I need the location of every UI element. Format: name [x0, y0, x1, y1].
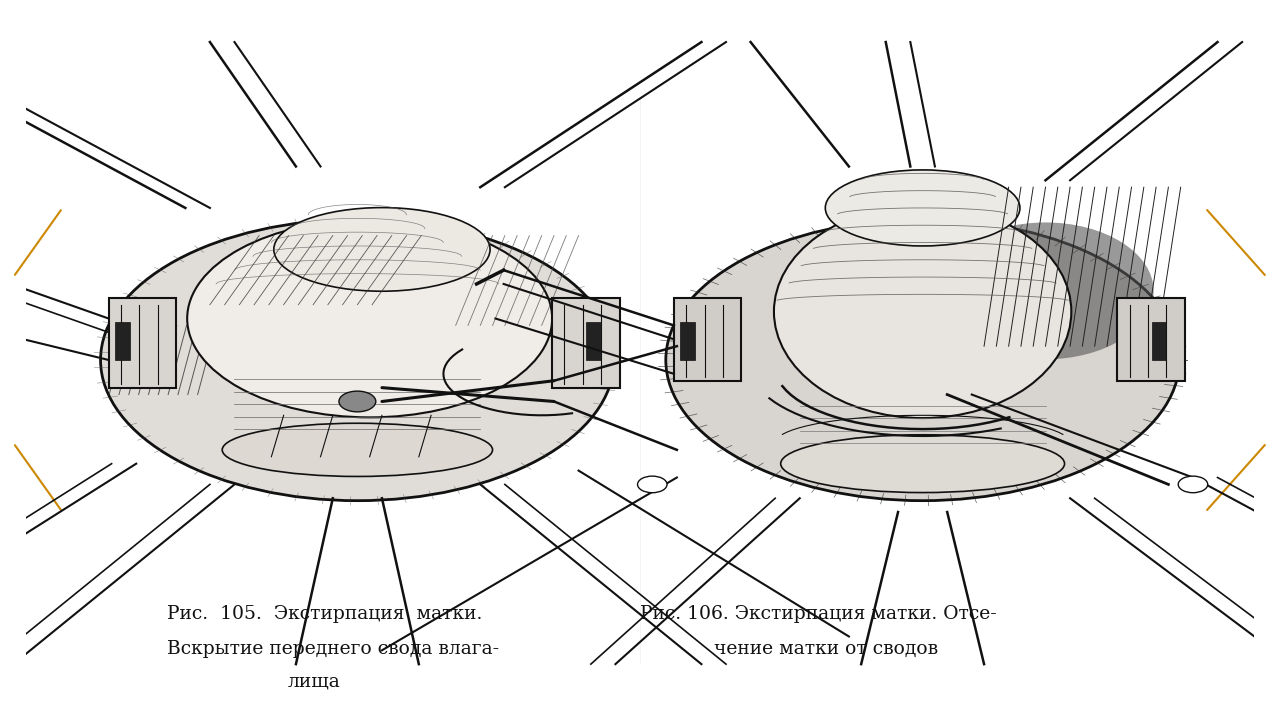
Text: чение матки от сводов: чение матки от сводов — [714, 640, 938, 658]
Bar — [1117, 298, 1185, 381]
Ellipse shape — [223, 423, 493, 477]
Text: Вскрытие переднего свода влага-: Вскрытие переднего свода влага- — [166, 640, 499, 658]
Bar — [109, 298, 177, 387]
Ellipse shape — [826, 170, 1020, 246]
Bar — [673, 298, 741, 381]
Ellipse shape — [666, 220, 1179, 500]
Text: Рис. 106. Экстирпация матки. Отсе-: Рис. 106. Экстирпация матки. Отсе- — [640, 606, 997, 624]
Bar — [680, 322, 695, 360]
Circle shape — [637, 476, 667, 492]
Ellipse shape — [781, 435, 1065, 492]
Circle shape — [1178, 476, 1208, 492]
Circle shape — [339, 391, 376, 412]
Bar — [1152, 322, 1166, 360]
Text: лища: лища — [288, 672, 340, 690]
Bar — [552, 298, 620, 387]
Ellipse shape — [774, 205, 1071, 418]
Bar — [586, 322, 602, 360]
Ellipse shape — [101, 220, 614, 500]
Bar — [115, 322, 129, 360]
Ellipse shape — [937, 222, 1153, 359]
Ellipse shape — [274, 207, 490, 291]
Ellipse shape — [187, 220, 552, 418]
Text: Рис.  105.  Экстирпация  матки.: Рис. 105. Экстирпация матки. — [166, 606, 483, 624]
